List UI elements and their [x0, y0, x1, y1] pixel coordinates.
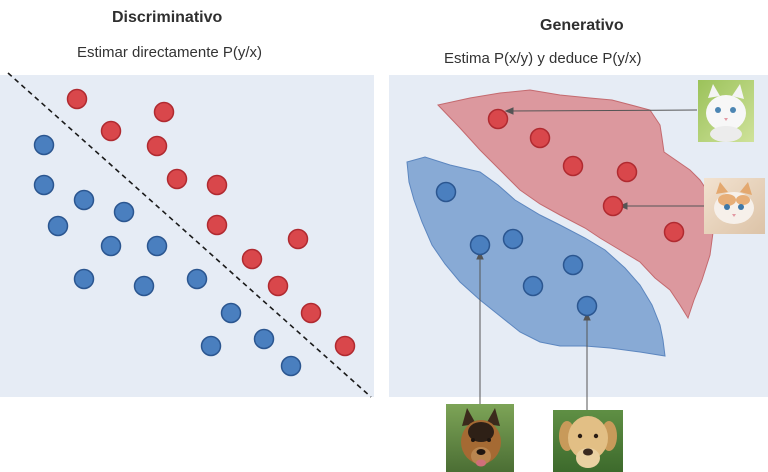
red-point	[66, 88, 88, 110]
decision-boundary-line	[7, 72, 372, 398]
blue-point	[33, 174, 55, 196]
pointer-arrows	[476, 107, 705, 410]
red-point	[616, 161, 638, 183]
red-point	[206, 214, 228, 236]
blue-point	[133, 275, 155, 297]
discriminative-title: Discriminativo	[112, 9, 223, 26]
blue-point	[47, 215, 69, 237]
blue-point	[186, 268, 208, 290]
red-class-region	[437, 89, 715, 320]
blue-class-region	[406, 156, 666, 357]
red-point	[287, 228, 309, 250]
blue-point	[502, 228, 524, 250]
blue-point	[562, 254, 584, 276]
blue-point	[280, 355, 302, 377]
red-point	[334, 335, 356, 357]
left-red-points	[66, 88, 356, 357]
red-point	[300, 302, 322, 324]
blue-point	[469, 234, 491, 256]
cat-photo	[698, 80, 754, 142]
red-point	[663, 221, 685, 243]
red-point	[267, 275, 289, 297]
blue-point	[73, 268, 95, 290]
kitten-photo	[704, 178, 765, 234]
labrador-photo	[553, 410, 623, 472]
arrowhead	[618, 202, 628, 210]
red-point	[146, 135, 168, 157]
blue-point	[100, 235, 122, 257]
blue-point	[200, 335, 222, 357]
red-point	[241, 248, 263, 270]
right-red-points	[487, 108, 685, 243]
blue-point	[146, 235, 168, 257]
discriminative-subtitle: Estimar directamente P(y/x)	[77, 44, 263, 61]
red-point	[153, 101, 175, 123]
german-shepherd-photo	[446, 404, 514, 472]
arrow-cat-top	[507, 109, 698, 112]
generative-subtitle: Estima P(x/y) y deduce P(y/x)	[444, 50, 642, 67]
arrowhead	[583, 311, 591, 321]
blue-point	[576, 295, 598, 317]
blue-point	[253, 328, 275, 350]
blue-point	[522, 275, 544, 297]
arrowhead	[476, 250, 484, 260]
red-point	[100, 120, 122, 142]
blue-point	[33, 134, 55, 156]
red-point	[206, 174, 228, 196]
red-point	[166, 168, 188, 190]
red-point	[487, 108, 509, 130]
generative-title: Generativo	[540, 17, 624, 34]
blue-point	[435, 181, 457, 203]
red-point	[562, 155, 584, 177]
right-blue-points	[435, 181, 598, 317]
red-point	[602, 195, 624, 217]
blue-point	[113, 201, 135, 223]
blue-point	[220, 302, 242, 324]
blue-point	[73, 189, 95, 211]
arrowhead	[504, 107, 514, 115]
red-point	[529, 127, 551, 149]
left-blue-points	[33, 134, 302, 377]
